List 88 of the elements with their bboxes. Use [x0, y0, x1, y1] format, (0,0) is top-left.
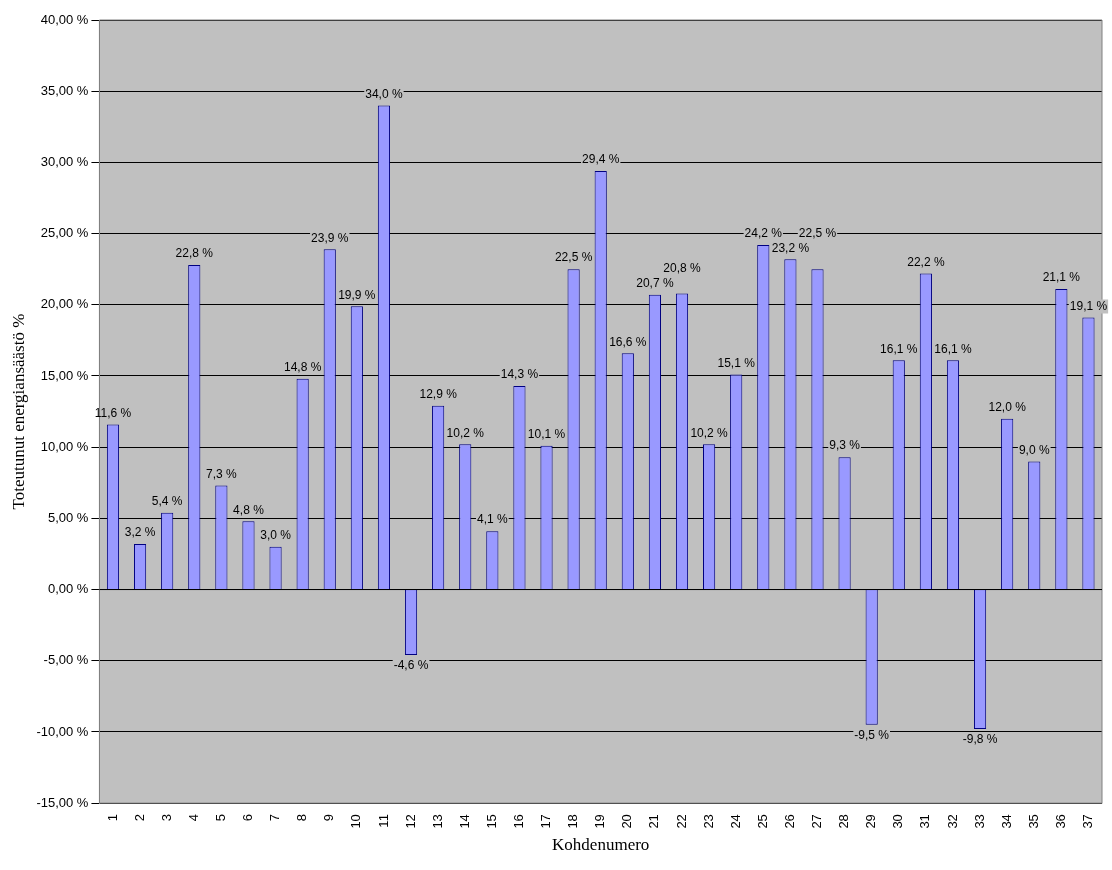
- data-label: 23,9 %: [311, 230, 349, 245]
- data-label: 4,8 %: [233, 502, 265, 517]
- data-label: 12,9 %: [419, 387, 458, 402]
- x-tick-label: 22: [673, 814, 689, 829]
- data-label: 20,8 %: [663, 260, 702, 275]
- y-tick-label: 30,00 %: [40, 153, 89, 169]
- y-tick-label: 40,00 %: [40, 11, 89, 27]
- data-label: 22,5 %: [798, 226, 837, 241]
- data-label: 19,1 %: [1069, 298, 1108, 313]
- x-tick-label: 24: [727, 814, 743, 829]
- y-tick-label: -5,00 %: [43, 652, 89, 668]
- x-tick-label: 12: [402, 814, 418, 829]
- x-tick-label: 4: [185, 814, 201, 822]
- data-label: 21,1 %: [1042, 270, 1081, 285]
- x-tick-label: 26: [781, 814, 797, 829]
- x-tick-label: 28: [836, 814, 852, 829]
- data-label: 24,2 %: [744, 226, 783, 241]
- data-label: 10,2 %: [446, 425, 485, 440]
- x-tick-label: 3: [158, 814, 174, 822]
- data-label: 14,3 %: [500, 367, 539, 382]
- data-label: 16,6 %: [609, 334, 647, 349]
- x-tick-label: 6: [240, 814, 256, 822]
- x-tick-label: 21: [646, 814, 662, 829]
- x-tick-label: 32: [944, 814, 960, 829]
- data-label: 22,8 %: [175, 246, 214, 261]
- y-tick-label: -10,00 %: [36, 723, 89, 739]
- x-tick-label: 25: [754, 814, 770, 829]
- x-axis-title: Kohdenumero: [552, 835, 650, 855]
- data-label: 34,0 %: [365, 86, 403, 101]
- x-tick-label: 7: [267, 814, 283, 822]
- x-tick-label: 27: [809, 814, 825, 829]
- data-label: 10,2 %: [690, 425, 729, 440]
- x-tick-label: 13: [429, 814, 445, 829]
- data-label: -4,6 %: [393, 658, 429, 673]
- data-label: 3,0 %: [260, 528, 292, 543]
- y-tick-label: 25,00 %: [40, 225, 89, 241]
- data-label: -9,8 %: [962, 732, 998, 747]
- y-tick-label: -15,00 %: [36, 794, 89, 810]
- x-tick-label: 17: [538, 814, 554, 829]
- data-label: 16,1 %: [934, 341, 972, 356]
- data-label: 11,6 %: [94, 405, 132, 420]
- x-tick-label: 15: [483, 814, 499, 829]
- x-tick-label: 36: [1052, 814, 1068, 829]
- y-tick-label: 10,00 %: [40, 438, 89, 454]
- data-label: 22,5 %: [554, 250, 593, 265]
- data-label: 23,2 %: [771, 240, 810, 255]
- x-tick-label: 19: [592, 814, 608, 829]
- y-axis-title: Toteutunut energiansäästö %: [8, 313, 28, 510]
- data-label: 20,7 %: [636, 276, 674, 291]
- data-label: 22,2 %: [907, 254, 945, 269]
- data-label: 4,1 %: [476, 512, 508, 527]
- x-tick-label: 29: [863, 814, 879, 829]
- data-label: 12,0 %: [988, 400, 1027, 414]
- y-tick-label: 5,00 %: [47, 509, 89, 525]
- x-tick-label: 2: [131, 814, 147, 822]
- data-label: 9,3 %: [829, 438, 861, 453]
- x-tick-label: 31: [917, 814, 933, 829]
- x-tick-label: 5: [212, 814, 228, 822]
- x-tick-label: 34: [998, 814, 1014, 829]
- data-label: 9,0 %: [1018, 442, 1050, 457]
- x-tick-label: 16: [511, 814, 526, 829]
- x-tick-label: 10: [348, 814, 364, 829]
- y-tick-label: 15,00 %: [40, 367, 89, 383]
- x-tick-label: 37: [1080, 814, 1096, 829]
- data-label: 10,1 %: [527, 427, 566, 442]
- data-label: 29,4 %: [582, 152, 620, 167]
- x-tick-label: 8: [294, 814, 310, 822]
- x-tick-label: 11: [375, 814, 391, 828]
- data-label: 19,9 %: [338, 287, 376, 302]
- data-label: -9,5 %: [854, 728, 890, 743]
- x-tick-label: 30: [890, 814, 906, 829]
- x-tick-label: 20: [619, 814, 635, 829]
- x-tick-label: 9: [321, 814, 337, 822]
- y-tick-label: 0,00 %: [47, 581, 89, 597]
- data-label: 16,1 %: [880, 341, 918, 356]
- x-tick-label: 18: [565, 814, 581, 829]
- x-tick-label: 33: [971, 814, 987, 829]
- x-tick-label: 35: [1025, 814, 1041, 829]
- y-tick-label: 20,00 %: [40, 296, 89, 312]
- x-tick-label: 23: [700, 814, 716, 829]
- data-label: 7,3 %: [206, 466, 238, 481]
- data-label: 14,8 %: [283, 360, 322, 375]
- data-label: 5,4 %: [151, 493, 183, 508]
- y-tick-label: 35,00 %: [40, 82, 89, 98]
- data-label: 3,2 %: [124, 525, 156, 540]
- data-label: 15,1 %: [717, 355, 756, 370]
- x-tick-label: 1: [104, 814, 120, 822]
- x-tick-label: 14: [456, 814, 472, 829]
